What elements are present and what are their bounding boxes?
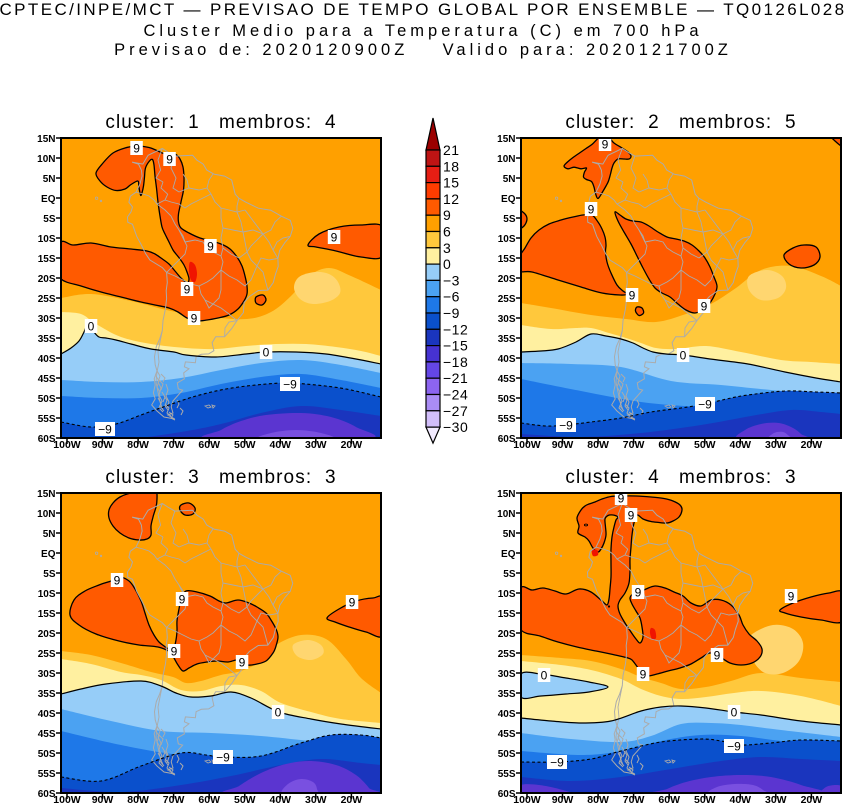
svg-text:cluster: 2 membros: 5: cluster: 2 membros: 5 xyxy=(565,112,796,133)
svg-text:9: 9 xyxy=(588,203,595,217)
svg-text:0: 0 xyxy=(263,346,270,360)
svg-text:−24: −24 xyxy=(443,387,468,403)
svg-text:9: 9 xyxy=(191,312,198,326)
svg-text:18: 18 xyxy=(443,158,460,174)
svg-text:9: 9 xyxy=(628,509,635,523)
svg-text:9: 9 xyxy=(640,668,647,682)
svg-text:−15: −15 xyxy=(443,338,468,354)
svg-text:0: 0 xyxy=(541,669,548,683)
svg-text:cluster: 4 membros: 3: cluster: 4 membros: 3 xyxy=(565,467,796,488)
svg-text:−9: −9 xyxy=(698,398,712,412)
svg-text:−9: −9 xyxy=(98,423,112,437)
svg-text:9: 9 xyxy=(207,240,214,254)
svg-text:CPTEC/INPE/MCT — PREVISAO DE T: CPTEC/INPE/MCT — PREVISAO DE TEMPO GLOBA… xyxy=(0,0,847,19)
svg-text:cluster: 3 membros: 3: cluster: 3 membros: 3 xyxy=(105,467,336,488)
svg-text:0: 0 xyxy=(88,320,95,334)
svg-text:9: 9 xyxy=(114,574,121,588)
svg-text:cluster: 1 membros: 4: cluster: 1 membros: 4 xyxy=(105,112,336,133)
svg-text:−9: −9 xyxy=(559,419,573,433)
svg-text:9: 9 xyxy=(602,138,609,152)
svg-text:12: 12 xyxy=(443,191,460,207)
svg-text:9: 9 xyxy=(331,231,338,245)
svg-text:Previsao de: 2020120900Z Va: Previsao de: 2020120900Z Valido para: 20… xyxy=(114,41,732,59)
svg-text:0: 0 xyxy=(275,706,282,720)
svg-text:9: 9 xyxy=(166,153,173,167)
svg-text:−3: −3 xyxy=(443,272,460,288)
svg-text:9: 9 xyxy=(701,300,708,314)
svg-text:−9: −9 xyxy=(283,378,297,392)
svg-text:−18: −18 xyxy=(443,354,468,370)
svg-text:3: 3 xyxy=(443,240,451,256)
svg-text:−27: −27 xyxy=(443,403,468,419)
svg-text:0: 0 xyxy=(443,256,451,272)
svg-text:9: 9 xyxy=(179,593,186,607)
svg-text:−12: −12 xyxy=(443,321,468,337)
svg-text:−6: −6 xyxy=(443,289,460,305)
svg-text:0: 0 xyxy=(680,349,687,363)
svg-text:9: 9 xyxy=(629,289,636,303)
svg-text:21: 21 xyxy=(443,142,460,158)
svg-text:−9: −9 xyxy=(550,756,564,770)
svg-text:9: 9 xyxy=(635,586,642,600)
svg-text:9: 9 xyxy=(239,656,246,670)
svg-text:9: 9 xyxy=(171,645,178,659)
svg-text:15: 15 xyxy=(443,175,460,191)
svg-text:6: 6 xyxy=(443,224,451,240)
svg-text:Cluster Medio para a Temperatu: Cluster Medio para a Temperatura (C) em … xyxy=(143,22,702,40)
svg-text:0: 0 xyxy=(731,706,738,720)
svg-text:9: 9 xyxy=(618,492,625,506)
svg-text:−9: −9 xyxy=(443,305,460,321)
svg-text:9: 9 xyxy=(133,142,140,156)
svg-text:−9: −9 xyxy=(727,740,741,754)
svg-text:9: 9 xyxy=(714,649,721,663)
svg-text:9: 9 xyxy=(184,283,191,297)
svg-text:−21: −21 xyxy=(443,370,468,386)
svg-text:−30: −30 xyxy=(443,419,468,435)
svg-text:−9: −9 xyxy=(216,751,230,765)
svg-text:9: 9 xyxy=(443,207,451,223)
svg-text:9: 9 xyxy=(788,590,795,604)
svg-text:9: 9 xyxy=(349,596,356,610)
